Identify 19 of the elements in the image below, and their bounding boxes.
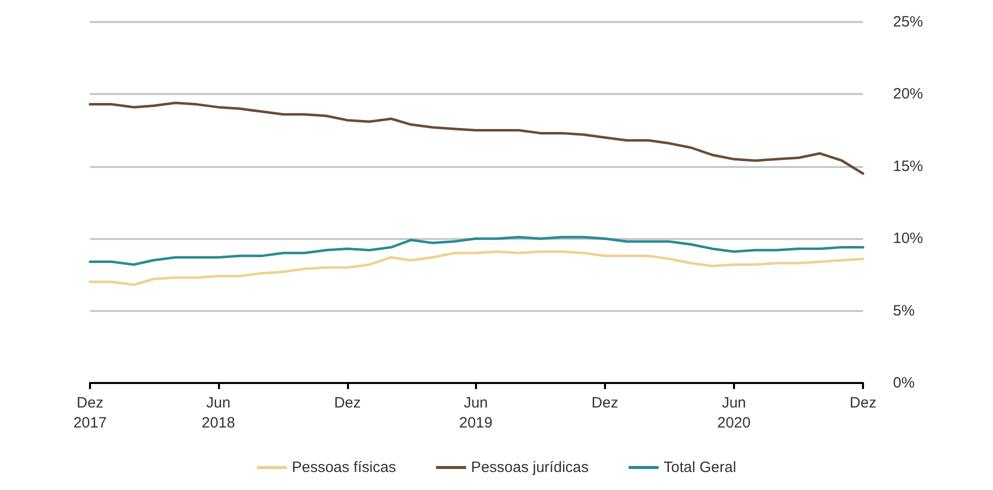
legend-label: Total Geral — [664, 459, 736, 476]
line-series — [88, 250, 864, 286]
y-tick-label: 10% — [893, 230, 924, 248]
y-tick-label: 15% — [893, 158, 924, 175]
legend-label: Pessoas físicas — [292, 459, 396, 476]
y-tick-label: 25% — [893, 14, 924, 30]
x-tick-label: Jun 2019 — [459, 394, 492, 432]
line-series — [88, 236, 864, 266]
x-tick-label: Dez — [334, 394, 361, 412]
legend-label: Pessoas jurídicas — [471, 459, 589, 476]
y-tick-label: 20% — [893, 86, 924, 103]
x-tick-label: Dez — [850, 394, 876, 412]
line-series — [88, 102, 864, 175]
x-tick-label: Dez 2017 — [73, 394, 107, 432]
y-tick-label: 5% — [893, 302, 915, 320]
x-tick-label: Jun 2020 — [717, 394, 751, 432]
x-tick-label: Dez — [592, 394, 618, 412]
x-tick-label: Jun 2018 — [202, 394, 236, 432]
y-tick-label: 0% — [893, 374, 915, 392]
